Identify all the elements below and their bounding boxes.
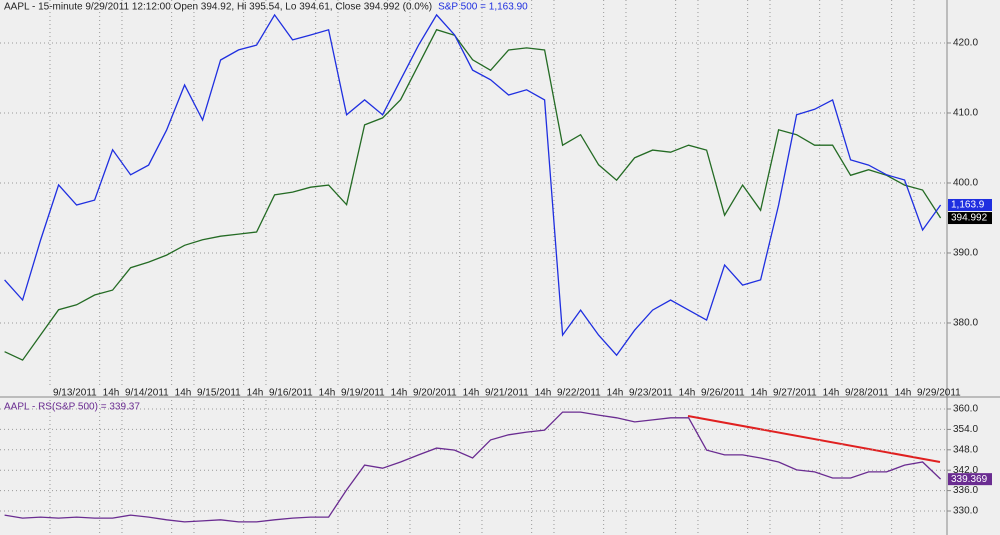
- x-tick-label: 9/19/2011: [341, 388, 385, 399]
- y-tick-label: 348.0: [953, 444, 978, 455]
- last-value-label: 339.369: [951, 474, 988, 485]
- x-tick-label: 9/26/2011: [701, 388, 745, 399]
- x-tick-label: 9/16/2011: [269, 388, 313, 399]
- chart-subtitle: S&P 500 = 1,163.90: [438, 2, 528, 13]
- x-tick-label: 14h: [607, 388, 624, 399]
- last-value-tag: [948, 198, 992, 211]
- x-tick-label: 14h: [103, 388, 120, 399]
- x-tick-label: 9/23/2011: [629, 388, 673, 399]
- x-tick-label: 14h: [751, 388, 768, 399]
- y-tick-label: 420.0: [953, 38, 978, 49]
- y-tick-label: 354.0: [953, 424, 978, 435]
- x-tick-label: 14h: [535, 388, 552, 399]
- x-tick-label: 9/13/2011: [53, 388, 97, 399]
- y-tick-label: 400.0: [953, 178, 978, 189]
- x-tick-label: 14h: [175, 388, 192, 399]
- series-line: [4, 13, 942, 357]
- x-tick-label: 14h: [679, 388, 696, 399]
- y-tick-label: 342.0: [953, 465, 978, 476]
- series-line: [4, 411, 942, 523]
- x-tick-label: 9/14/2011: [125, 388, 169, 399]
- y-tick-label: 360.0: [953, 404, 978, 415]
- last-value-label: 394.992: [951, 213, 988, 224]
- y-tick-label: 330.0: [953, 506, 978, 517]
- x-tick-label: 9/27/2011: [773, 388, 817, 399]
- last-value-tag: [948, 473, 992, 486]
- chart-title: AAPL - RS(S&P 500) = 339.37: [4, 402, 140, 413]
- y-tick-label: 410.0: [953, 108, 978, 119]
- x-tick-label: 9/21/2011: [485, 388, 529, 399]
- x-tick-label: 14h: [895, 388, 912, 399]
- x-tick-label: 14h: [391, 388, 408, 399]
- chart-title: AAPL - 15-minute 9/29/2011 12:12:00 Open…: [4, 2, 432, 13]
- x-tick-label: 9/22/2011: [557, 388, 601, 399]
- x-tick-label: 14h: [463, 388, 480, 399]
- x-tick-label: 9/15/2011: [197, 388, 241, 399]
- x-tick-label: 9/28/2011: [845, 388, 889, 399]
- x-tick-label: 14h: [319, 388, 336, 399]
- y-tick-label: 380.0: [953, 318, 978, 329]
- x-tick-label: 9/29/2011: [917, 388, 961, 399]
- x-tick-label: 14h: [247, 388, 264, 399]
- series-line: [4, 28, 942, 361]
- trend-line: [687, 415, 941, 463]
- x-tick-label: 9/20/2011: [413, 388, 457, 399]
- y-tick-label: 390.0: [953, 248, 978, 259]
- last-value-tag: [948, 212, 992, 225]
- x-tick-label: 14h: [823, 388, 840, 399]
- y-tick-label: 336.0: [953, 485, 978, 496]
- last-value-label: 1,163.9: [951, 200, 985, 211]
